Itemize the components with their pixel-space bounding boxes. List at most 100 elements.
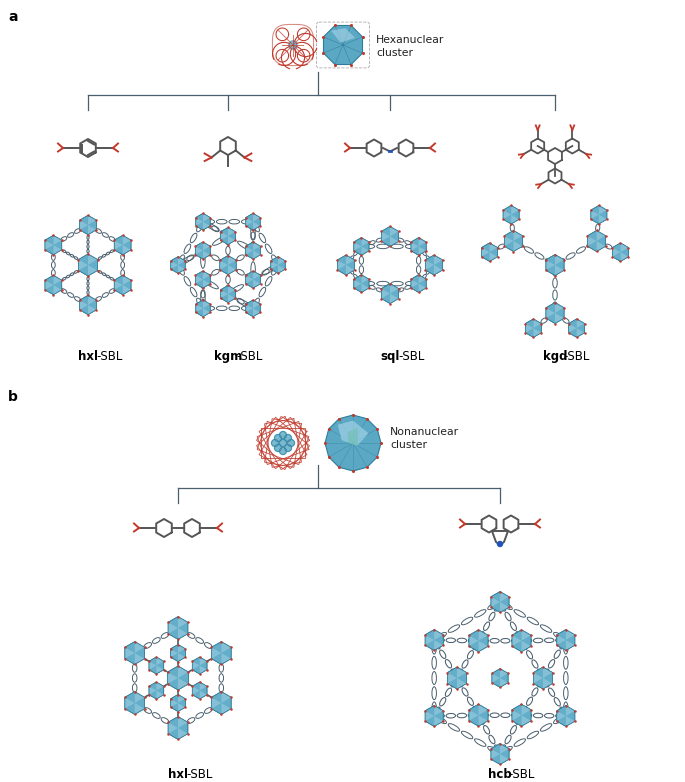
Polygon shape [79,265,88,276]
Text: hxl: hxl [168,768,188,781]
Polygon shape [514,231,523,241]
Polygon shape [425,716,434,726]
Polygon shape [512,640,521,651]
Polygon shape [88,254,97,265]
Polygon shape [491,754,500,765]
Polygon shape [534,678,543,689]
Polygon shape [390,227,399,236]
Circle shape [275,435,282,442]
Polygon shape [512,716,521,726]
Polygon shape [203,217,210,226]
Text: -SBL: -SBL [508,768,534,781]
Polygon shape [156,657,164,665]
Polygon shape [566,640,575,651]
Polygon shape [221,691,231,703]
Polygon shape [195,242,210,259]
Polygon shape [196,213,203,222]
Polygon shape [88,215,97,225]
Polygon shape [221,236,228,245]
Polygon shape [125,703,135,715]
Text: Nonanuclear
cluster: Nonanuclear cluster [390,427,459,450]
Polygon shape [500,673,508,683]
Polygon shape [253,222,260,230]
Polygon shape [79,300,88,310]
Polygon shape [79,215,88,225]
Polygon shape [525,324,534,333]
Polygon shape [382,289,390,299]
Polygon shape [168,672,178,684]
Polygon shape [278,265,285,274]
Polygon shape [135,641,145,653]
Polygon shape [221,228,236,245]
Polygon shape [168,716,188,740]
Polygon shape [203,275,210,284]
Polygon shape [149,682,164,699]
Polygon shape [135,698,145,708]
Polygon shape [212,691,231,715]
Polygon shape [425,630,434,640]
Circle shape [288,439,295,447]
Polygon shape [543,678,553,689]
Polygon shape [156,665,164,674]
Polygon shape [203,271,210,279]
Polygon shape [45,275,62,295]
Polygon shape [114,240,123,249]
Polygon shape [220,256,228,265]
Polygon shape [203,222,210,230]
Polygon shape [514,235,523,246]
Polygon shape [123,280,131,290]
Polygon shape [178,699,186,707]
Polygon shape [203,279,210,288]
Polygon shape [149,665,156,674]
Polygon shape [171,256,178,265]
Polygon shape [123,275,131,285]
Polygon shape [382,227,399,246]
Polygon shape [546,303,555,313]
Polygon shape [221,285,236,303]
Polygon shape [512,630,531,651]
Polygon shape [53,275,62,285]
Polygon shape [546,254,564,275]
Polygon shape [53,235,62,245]
Text: hcb: hcb [488,768,512,781]
Text: -SBL: -SBL [398,350,425,363]
Polygon shape [88,296,97,305]
Polygon shape [221,289,228,298]
Polygon shape [246,246,253,255]
Polygon shape [434,630,443,640]
Polygon shape [346,260,355,270]
Polygon shape [203,246,210,255]
Polygon shape [203,308,210,317]
Polygon shape [337,260,346,270]
Polygon shape [253,242,260,250]
Text: -SBL: -SBL [563,350,590,363]
Polygon shape [178,672,188,684]
Polygon shape [203,300,210,308]
Polygon shape [149,657,164,674]
Polygon shape [168,616,178,628]
Polygon shape [246,304,253,313]
Polygon shape [491,591,509,612]
Circle shape [279,432,286,439]
Polygon shape [504,231,514,241]
Polygon shape [79,296,88,305]
Polygon shape [79,305,88,314]
Polygon shape [114,280,123,290]
Polygon shape [203,242,210,250]
Polygon shape [114,275,123,285]
Polygon shape [591,215,599,224]
Polygon shape [503,206,511,215]
Polygon shape [221,285,228,294]
Polygon shape [125,647,135,658]
Polygon shape [178,694,186,703]
Polygon shape [353,274,369,292]
Polygon shape [220,265,228,274]
Polygon shape [149,691,156,699]
Polygon shape [425,705,443,726]
Polygon shape [425,705,434,716]
Polygon shape [434,265,443,275]
Polygon shape [353,238,362,246]
Polygon shape [278,256,285,265]
Polygon shape [469,635,479,646]
Polygon shape [500,669,508,678]
